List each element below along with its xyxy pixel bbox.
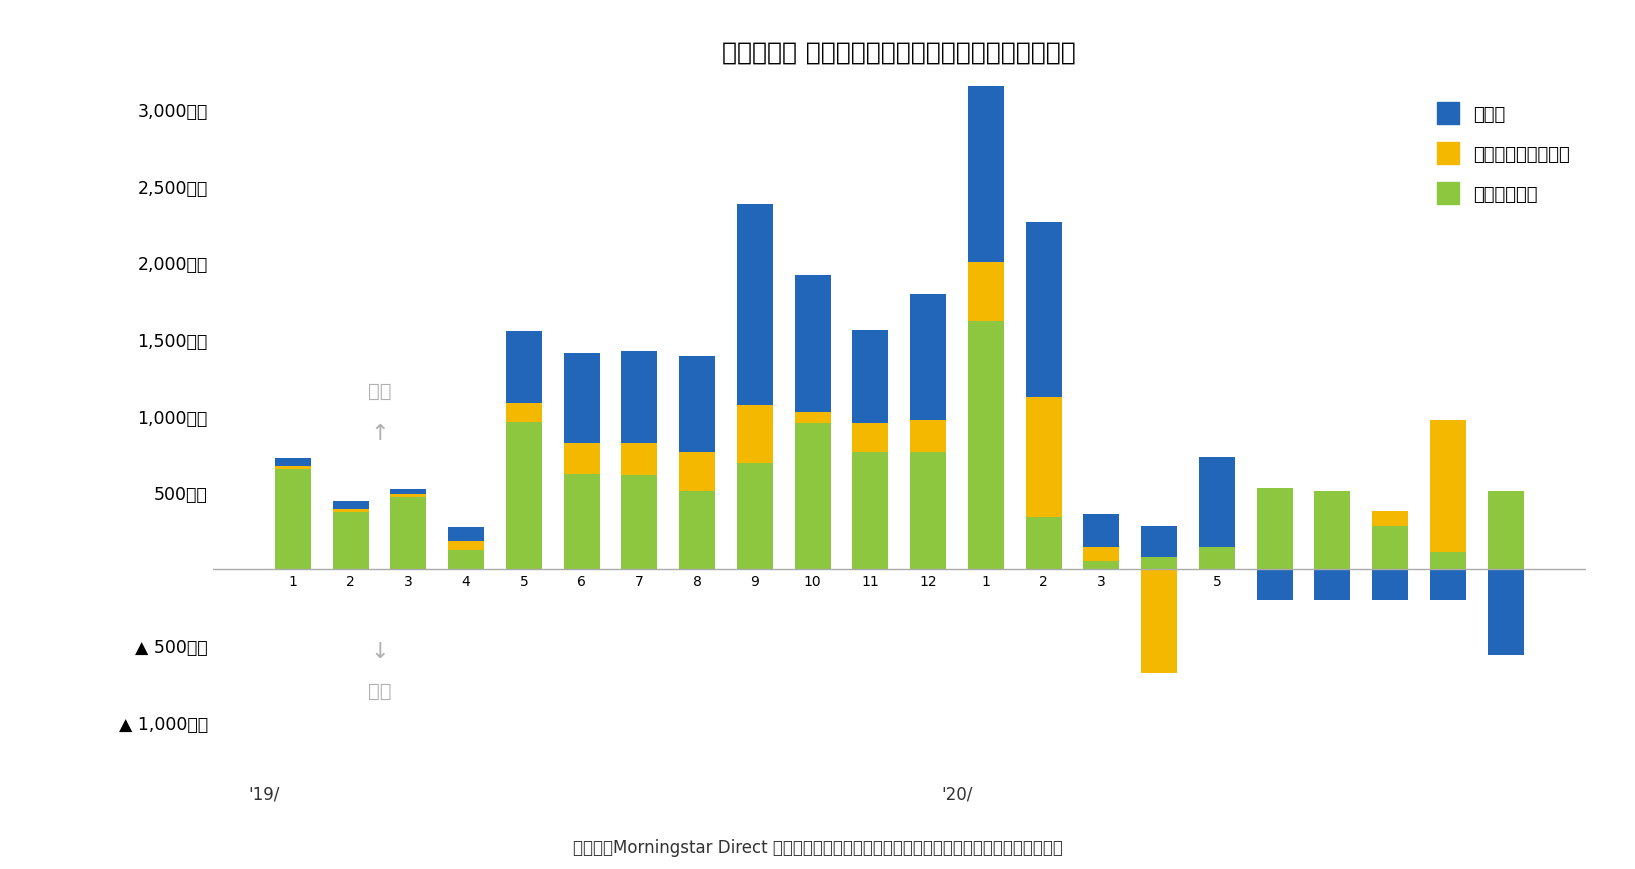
Bar	[448, 527, 484, 541]
Bar	[1431, 569, 1465, 600]
Bar	[334, 501, 368, 509]
Text: '19/: '19/	[249, 785, 280, 803]
Bar	[795, 275, 831, 413]
Bar	[968, 263, 1004, 322]
Bar	[737, 463, 773, 569]
Bar	[1315, 491, 1351, 569]
Bar	[1372, 569, 1408, 600]
Bar	[564, 354, 600, 444]
Bar	[564, 474, 600, 569]
Bar	[621, 352, 657, 444]
Bar	[391, 497, 427, 569]
Bar	[1198, 547, 1234, 569]
Bar	[1315, 569, 1351, 600]
Bar	[679, 453, 714, 491]
Bar	[911, 453, 947, 569]
Bar	[1084, 561, 1120, 569]
Bar	[275, 459, 311, 467]
Bar	[1198, 457, 1234, 547]
Text: 流入: 流入	[368, 381, 391, 401]
Bar	[1141, 527, 1177, 557]
Bar	[1025, 517, 1061, 569]
Bar	[1257, 569, 1293, 600]
Bar	[275, 469, 311, 569]
Bar	[448, 541, 484, 551]
Bar	[737, 205, 773, 405]
Bar	[1431, 553, 1465, 569]
Bar	[621, 444, 657, 476]
Bar	[911, 421, 947, 453]
Bar	[1372, 511, 1408, 527]
Bar	[621, 476, 657, 569]
Bar	[505, 422, 541, 569]
Bar	[679, 356, 714, 453]
Bar	[391, 489, 427, 494]
Bar	[334, 509, 368, 513]
Text: ↓: ↓	[370, 641, 389, 661]
Bar	[852, 330, 888, 424]
Bar	[679, 491, 714, 569]
Text: '20/: '20/	[942, 785, 973, 803]
Bar	[1084, 514, 1120, 547]
Bar	[795, 413, 831, 424]
Bar	[911, 295, 947, 421]
Bar	[968, 322, 1004, 569]
Bar	[1025, 223, 1061, 398]
Bar	[564, 444, 600, 474]
Bar	[1431, 421, 1465, 553]
Bar	[334, 513, 368, 569]
Bar	[795, 424, 831, 569]
Legend: その他, リスクコントロール, 配分比率固定: その他, リスクコントロール, 配分比率固定	[1429, 96, 1576, 212]
Bar	[852, 424, 888, 453]
Bar	[1257, 488, 1293, 569]
Bar	[1141, 569, 1177, 673]
Bar	[391, 494, 427, 497]
Text: 流出: 流出	[368, 681, 391, 700]
Text: （資料）Morningstar Direct より作成。イボットソン分類を用いてバランス型ファンドを分類: （資料）Morningstar Direct より作成。イボットソン分類を用いて…	[572, 838, 1063, 856]
Bar	[505, 404, 541, 422]
Bar	[1488, 491, 1524, 569]
Bar	[1372, 527, 1408, 569]
Bar	[968, 65, 1004, 263]
Bar	[1084, 547, 1120, 561]
Bar	[1488, 569, 1524, 655]
Bar	[737, 405, 773, 463]
Bar	[852, 453, 888, 569]
Text: ↑: ↑	[370, 424, 389, 444]
Bar	[275, 467, 311, 469]
Bar	[1025, 398, 1061, 517]
Title: 【図表５】 バランス型ファンドの資金流出入の推移: 【図表５】 バランス型ファンドの資金流出入の推移	[723, 40, 1076, 64]
Bar	[448, 551, 484, 569]
Bar	[505, 332, 541, 404]
Bar	[1141, 557, 1177, 569]
